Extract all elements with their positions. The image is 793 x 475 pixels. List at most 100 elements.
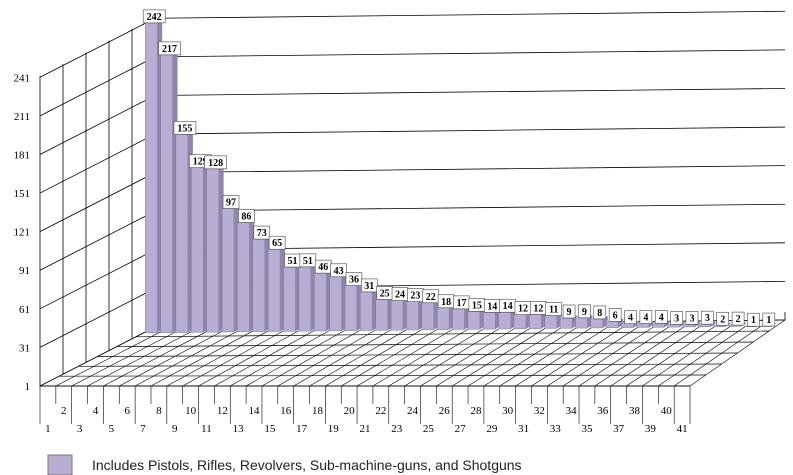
x-tick-label: 11	[201, 423, 212, 435]
x-tick-label: 18	[312, 405, 324, 417]
data-label: 17	[453, 295, 470, 310]
floor-depth-line	[309, 323, 417, 387]
data-label-text: 4	[643, 313, 648, 324]
left-wall-gridline	[39, 95, 156, 155]
data-label-text: 43	[334, 266, 344, 277]
data-label-box	[158, 41, 181, 56]
data-label: 1	[747, 312, 760, 327]
data-label-text: 31	[364, 281, 374, 292]
data-label-text: 4	[628, 313, 633, 324]
data-label-text: 23	[410, 291, 420, 302]
legend-swatch	[47, 454, 73, 475]
data-label-text: 217	[162, 44, 177, 55]
x-tick-label: 36	[597, 405, 609, 417]
bar-front	[406, 301, 419, 331]
data-label: 4	[624, 310, 637, 325]
floor-gridline	[135, 330, 770, 338]
floor-depth-line	[198, 325, 309, 387]
bar-front	[160, 54, 173, 333]
bar-front	[314, 272, 327, 332]
data-label: 3	[701, 310, 714, 325]
bar	[375, 296, 393, 331]
floor-depth-line	[531, 321, 632, 387]
data-label: 46	[314, 259, 332, 274]
data-label: 3	[685, 311, 699, 325]
bar-front	[590, 318, 603, 329]
data-label-text: 128	[208, 158, 223, 169]
x-tick-label: 22	[375, 405, 386, 417]
x-axis: 1234567891011121314151617181920212223242…	[39, 385, 691, 435]
data-label: 217	[158, 41, 181, 56]
data-label-text: 9	[582, 307, 587, 318]
floor-depth-line	[452, 322, 555, 387]
data-label: 9	[562, 304, 576, 319]
floor-depth-line	[230, 324, 340, 387]
data-label-text: 15	[472, 300, 482, 311]
data-label-text: 14	[503, 301, 513, 312]
data-label: 6	[608, 308, 622, 322]
y-tick-label: 181	[14, 149, 31, 161]
back-wall-gridline	[154, 126, 786, 135]
data-label-text: 1	[751, 315, 756, 326]
bar-front	[175, 134, 189, 333]
data-label-text: 73	[257, 228, 267, 239]
data-label: 23	[407, 288, 424, 302]
bar-front	[221, 208, 235, 333]
bar	[206, 165, 224, 333]
x-tick-label: 15	[264, 423, 276, 435]
x-tick-label: 23	[391, 423, 403, 435]
x-tick-label: 10	[185, 405, 197, 417]
data-label-box	[747, 312, 760, 327]
data-label-box	[701, 310, 714, 325]
data-label-box	[361, 278, 378, 293]
x-tick-label: 41	[677, 423, 688, 435]
data-label-box	[545, 302, 562, 316]
x-tick-label: 6	[124, 405, 130, 417]
x-tick-label: 26	[439, 405, 451, 417]
data-label-text: 24	[395, 290, 405, 301]
data-label: 31	[361, 278, 378, 293]
floor-depth-line	[87, 326, 202, 387]
data-label: 73	[253, 225, 271, 240]
floor-depth-line	[372, 323, 478, 387]
x-tick-label: 8	[156, 405, 162, 417]
bar-front	[436, 307, 450, 330]
data-label-box	[173, 121, 197, 135]
floor-depth-line	[420, 322, 524, 387]
data-label-text: 3	[689, 313, 694, 324]
data-label-text: 65	[272, 238, 282, 249]
data-label: 18	[437, 294, 455, 309]
data-label: 22	[422, 289, 440, 304]
bar-front	[544, 315, 557, 329]
bar-front	[390, 300, 404, 331]
bar-front	[652, 323, 665, 328]
data-label-box	[731, 311, 745, 326]
data-label-text: 97	[226, 198, 236, 209]
left-wall-gridline	[39, 17, 156, 78]
data-label: 4	[654, 310, 668, 324]
bar	[144, 19, 163, 334]
data-label-text: 3	[705, 313, 710, 324]
data-label-text: 1	[766, 315, 771, 326]
bar	[452, 305, 470, 330]
floor-depth-line	[483, 321, 586, 387]
x-tick-label: 21	[360, 423, 371, 435]
data-label: 9	[578, 304, 591, 319]
bar-front	[483, 312, 496, 330]
floor-depth-line	[642, 320, 740, 387]
floor-depth-line	[626, 320, 724, 387]
bar-front	[360, 291, 373, 331]
y-tick-label: 1	[25, 381, 31, 393]
x-tick-label: 20	[344, 405, 356, 417]
x-tick-label: 25	[423, 423, 435, 435]
data-label-text: 86	[241, 212, 251, 223]
y-tick-label: 61	[19, 304, 30, 316]
bar-front	[529, 314, 542, 329]
bar-front	[467, 311, 481, 330]
data-label-box	[608, 308, 622, 322]
floor-depth-line	[436, 322, 540, 387]
data-label-text: 2	[736, 314, 741, 325]
data-label: 14	[499, 298, 516, 313]
bars	[144, 19, 777, 334]
floor-depth-line	[182, 325, 294, 387]
